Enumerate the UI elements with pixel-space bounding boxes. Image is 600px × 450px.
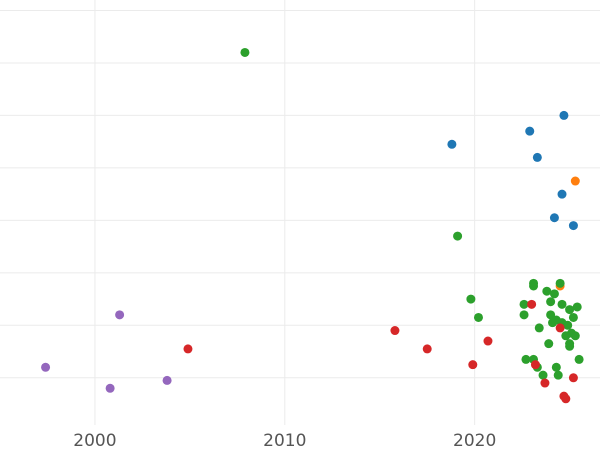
data-point-s2-27	[544, 339, 554, 349]
data-point-s2-18	[548, 318, 558, 328]
data-point-s2-23	[561, 331, 571, 341]
x-tick-labels: 2000 2010 2020	[73, 431, 496, 450]
data-point-s0-5	[549, 213, 559, 223]
data-point-s4-0	[41, 362, 51, 372]
data-point-s2-30	[574, 354, 584, 364]
data-point-s2-15	[568, 312, 578, 322]
data-point-s4-2	[115, 310, 125, 320]
data-point-s2-34	[553, 370, 563, 380]
data-point-s3-9	[568, 373, 578, 383]
data-point-s0-6	[568, 221, 578, 231]
data-point-s3-6	[555, 323, 565, 333]
data-point-s2-3	[473, 312, 483, 322]
x-tick-label-2: 2020	[453, 431, 496, 450]
data-point-s2-32	[551, 362, 561, 372]
grid-layer	[0, 0, 600, 425]
data-point-s2-33	[538, 370, 548, 380]
data-point-s2-24	[570, 331, 580, 341]
data-point-s2-13	[565, 305, 575, 315]
data-point-s3-4	[468, 360, 478, 370]
data-point-s0-1	[525, 126, 535, 136]
data-point-s2-1	[453, 231, 463, 241]
data-point-s4-1	[105, 383, 115, 393]
data-point-s0-2	[532, 152, 542, 162]
data-point-s2-26	[565, 341, 575, 351]
data-point-s0-4	[557, 189, 567, 199]
data-point-s4-3	[162, 375, 172, 385]
data-point-s2-4	[519, 299, 529, 309]
data-point-s2-5	[519, 310, 529, 320]
data-point-s2-21	[563, 320, 573, 330]
data-point-s3-0	[183, 344, 193, 354]
data-point-s3-2	[422, 344, 432, 354]
x-tick-label-0: 2000	[73, 431, 116, 450]
data-point-s3-7	[530, 360, 540, 370]
data-point-s2-9	[546, 297, 556, 307]
data-point-s0-0	[447, 139, 457, 149]
data-point-s2-11	[555, 278, 565, 288]
data-point-s2-0	[240, 47, 250, 57]
x-tick-label-1: 2010	[263, 431, 306, 450]
data-point-s1-0	[570, 176, 580, 186]
data-point-s3-3	[483, 336, 493, 346]
data-point-s0-3	[559, 110, 569, 120]
data-point-s2-16	[546, 310, 556, 320]
data-point-s2-10	[549, 289, 559, 299]
data-point-s3-1	[390, 326, 400, 336]
data-point-s2-20	[534, 323, 544, 333]
data-point-s3-8	[540, 378, 550, 388]
data-point-s2-2	[466, 294, 476, 304]
data-point-s3-5	[527, 299, 537, 309]
data-point-s2-14	[572, 302, 582, 312]
data-point-s2-8	[542, 286, 552, 296]
data-point-s2-7	[529, 281, 539, 291]
data-point-s2-28	[521, 354, 531, 364]
data-point-s3-11	[561, 394, 571, 404]
data-point-s2-12	[557, 299, 567, 309]
points-layer	[41, 47, 584, 404]
